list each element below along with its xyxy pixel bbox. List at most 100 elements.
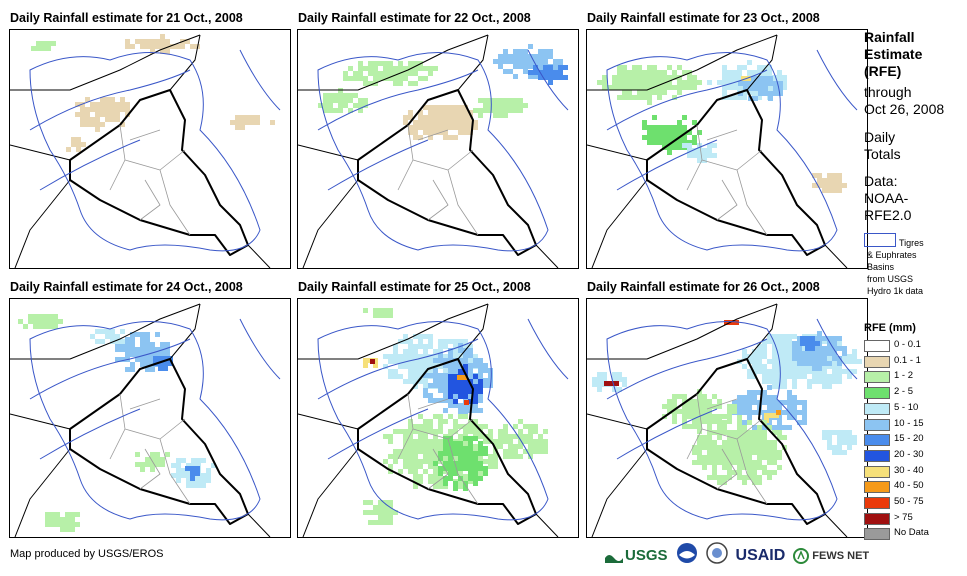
rain-cell — [762, 425, 767, 430]
rain-cell — [403, 120, 408, 125]
rain-cell — [553, 70, 558, 75]
rain-cell — [812, 361, 817, 366]
rain-cell — [777, 425, 782, 430]
rain-cell — [423, 388, 428, 393]
rain-cell — [692, 409, 697, 414]
rain-cell — [767, 440, 772, 445]
rain-cell — [762, 395, 767, 400]
rain-cell — [453, 471, 458, 476]
rain-cell — [81, 142, 86, 147]
rain-cell — [75, 112, 80, 117]
rain-cell — [448, 368, 453, 373]
rain-cell — [368, 61, 373, 66]
rain-cell — [637, 90, 642, 95]
rain-cell — [737, 425, 742, 430]
rain-cell — [155, 462, 160, 467]
map-panel-4[interactable] — [9, 298, 291, 538]
neighbor-border — [746, 303, 778, 360]
map-panel-1[interactable] — [9, 29, 291, 269]
rain-cell — [753, 76, 758, 81]
rain-cell — [165, 452, 170, 457]
rain-cell — [28, 314, 33, 319]
neighbor-border — [298, 34, 489, 91]
rain-cell — [732, 450, 737, 455]
rain-cell — [787, 405, 792, 410]
rain-cell — [662, 135, 667, 140]
rain-cell — [687, 130, 692, 135]
rain-cell — [145, 44, 150, 49]
rain-cell — [191, 458, 196, 463]
rain-cell — [742, 425, 747, 430]
rain-cell — [453, 363, 458, 368]
rain-cell — [752, 480, 757, 485]
rain-cell — [153, 356, 158, 361]
rain-cell — [827, 336, 832, 341]
rain-cell — [150, 44, 155, 49]
rain-cell — [120, 102, 125, 107]
rain-cell — [438, 439, 443, 444]
rain-cell — [155, 352, 160, 357]
map-panel-5[interactable] — [297, 298, 579, 538]
province-boundary — [109, 393, 191, 505]
map-panel-2[interactable] — [297, 29, 579, 269]
neighbor-border — [298, 144, 359, 161]
rain-cell — [438, 373, 443, 378]
province-boundary — [686, 124, 768, 236]
rain-cell — [453, 105, 458, 110]
rain-cell — [130, 44, 135, 49]
rain-cell — [513, 434, 518, 439]
legend-label: 15 - 20 — [894, 433, 924, 445]
rain-cell — [747, 400, 752, 405]
rain-cell — [428, 398, 433, 403]
rain-cell — [110, 107, 115, 112]
rain-cell — [768, 81, 773, 86]
rain-cell — [388, 313, 393, 318]
rain-cell — [817, 379, 822, 384]
rain-cell — [453, 368, 458, 373]
rain-cell — [458, 358, 463, 363]
rain-cell — [842, 354, 847, 359]
rain-cell — [453, 384, 458, 389]
rain-cell — [832, 351, 837, 356]
rain-cell — [852, 359, 857, 364]
rain-cell — [822, 374, 827, 379]
rain-cell — [762, 354, 767, 359]
rain-cell — [797, 336, 802, 341]
rain-cell — [433, 429, 438, 434]
rain-cell — [255, 120, 260, 125]
rain-cell — [478, 466, 483, 471]
rain-cell — [822, 183, 827, 188]
rain-cell — [433, 368, 438, 373]
rain-cell — [757, 480, 762, 485]
rain-cell — [383, 434, 388, 439]
basin-outline — [29, 318, 281, 460]
rain-cell — [597, 377, 602, 382]
rain-cell — [533, 70, 538, 75]
rain-cell — [692, 85, 697, 90]
rain-cell — [453, 115, 458, 120]
rain-cell — [752, 445, 757, 450]
rain-cell — [428, 364, 433, 369]
rain-cell — [130, 332, 135, 337]
map-panel-6[interactable] — [586, 298, 868, 538]
legend-swatch — [864, 528, 890, 541]
rain-cell — [782, 364, 787, 369]
rain-cell — [707, 425, 712, 430]
rain-cell — [463, 115, 468, 120]
rain-cell — [738, 81, 743, 86]
rain-cell — [463, 120, 468, 125]
panel-title-6: Daily Rainfall estimate for 26 Oct., 200… — [587, 280, 820, 294]
map-panel-3[interactable] — [586, 29, 868, 269]
rain-cell — [428, 354, 433, 359]
rain-cell — [115, 357, 120, 362]
rain-cell — [707, 143, 712, 148]
rain-cell — [140, 362, 145, 367]
rain-cell — [135, 352, 140, 357]
rain-cell — [827, 354, 832, 359]
rain-cell — [767, 70, 772, 75]
rain-cell — [503, 108, 508, 113]
rain-cell — [762, 430, 767, 435]
rain-cell — [757, 390, 762, 395]
rain-cell — [762, 379, 767, 384]
side-date: Oct 26, 2008 — [864, 101, 945, 117]
